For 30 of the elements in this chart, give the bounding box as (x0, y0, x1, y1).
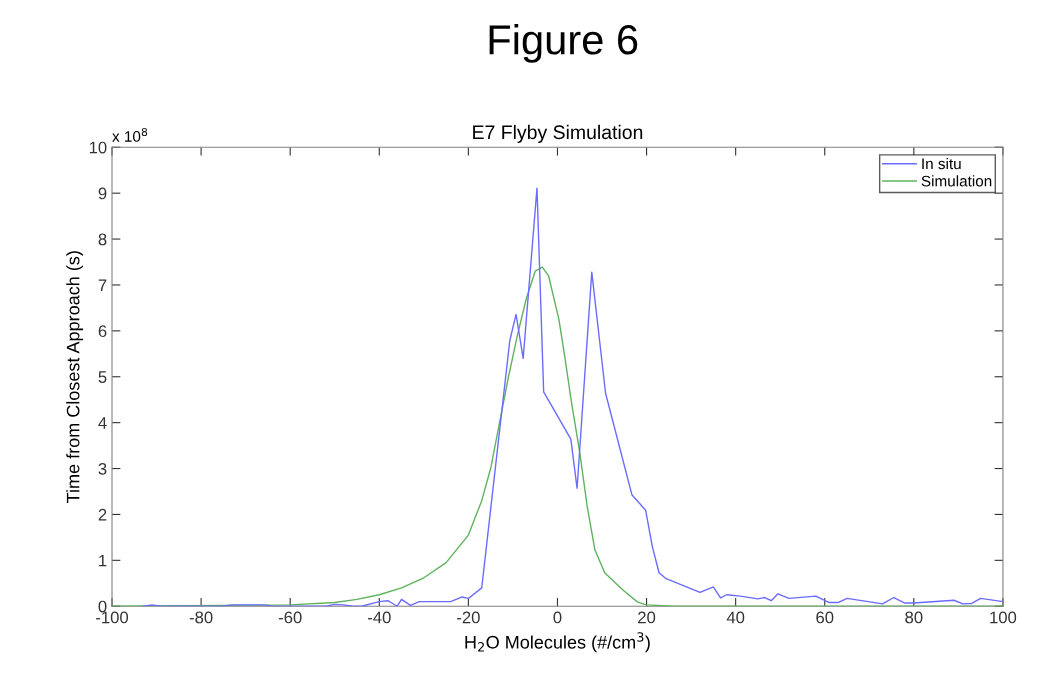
y-tick-label: 0 (98, 600, 107, 613)
x-tick-label: -60 (278, 611, 302, 624)
y-tick-label: 2 (98, 508, 107, 521)
y-tick-label: 1 (99, 554, 107, 567)
legend-label: Simulation (921, 175, 992, 187)
y-tick-label: 6 (98, 325, 107, 338)
x-tick-label: -20 (457, 611, 480, 624)
x-tick-label: 100 (990, 611, 1017, 624)
text: x 10$^{8}$ (112, 127, 148, 142)
line-series (142, 187, 1003, 607)
y-tick-label: 10 (89, 141, 107, 154)
y-axis-title: Time from Closest Approach (s) (66, 251, 84, 503)
y-tick-label: 5 (98, 371, 107, 383)
x-tick-label: -80 (189, 611, 213, 624)
y-tick-label: 3 (98, 462, 107, 475)
x-tick-label: 80 (905, 611, 923, 624)
x-tick-label: 40 (726, 611, 745, 624)
x-tick-label: -100 (96, 611, 129, 624)
x-tick-label: 60 (816, 611, 834, 624)
legend-label: In situ (922, 157, 961, 170)
x-tick-label: 20 (638, 611, 656, 624)
y-tick-label: 7 (98, 279, 107, 291)
chart-subtitle: E7 Flyby Simulation (473, 124, 643, 143)
y-tick-label: 8 (98, 233, 107, 246)
x-tick-label: -40 (367, 611, 391, 624)
chart-title: Figure 6 (489, 23, 638, 63)
y-tick-label: 9 (98, 187, 107, 200)
x-tick-label: 0 (553, 611, 562, 624)
y-tick-label: 4 (98, 417, 107, 429)
x-axis-title: H$_{2}$O Molecules (#/cm$^{3}$) (465, 632, 650, 653)
